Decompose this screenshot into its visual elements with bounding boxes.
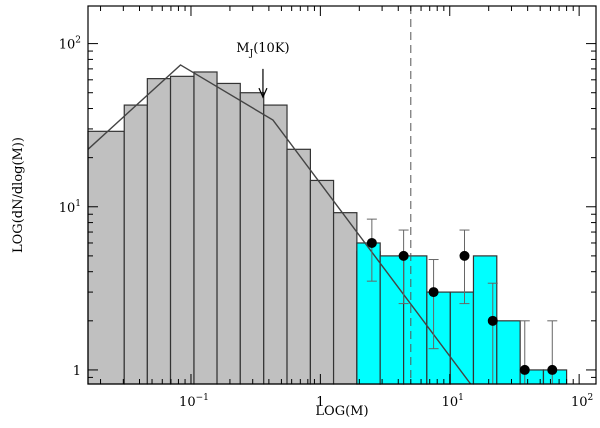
cyan-bar [379, 255, 405, 385]
y-tick-label: 101 [59, 199, 81, 216]
cyan-bar [426, 291, 451, 385]
gray-bar [216, 82, 241, 385]
data-point [547, 364, 558, 375]
plot-frame-group [87, 5, 597, 385]
data-points [366, 218, 558, 384]
gray-bar [87, 130, 125, 385]
annotation-suffix: (10K) [253, 41, 289, 56]
y-axis-label: LOG(dN/dlog(M)) [11, 137, 26, 253]
gray-bar [169, 75, 195, 385]
annotation-main: M [236, 41, 249, 56]
y-tick-label-base: 10 [59, 201, 76, 216]
x-tick-label-exponent: −1 [196, 393, 209, 403]
cyan-bar [356, 242, 381, 385]
x-tick-label-base: 10 [571, 395, 588, 410]
x-tick-label-base: 10 [442, 395, 459, 410]
y-tick-label: 1 [73, 364, 81, 379]
gray-bar [146, 78, 172, 385]
y-tick-label-exponent: 1 [75, 199, 81, 209]
x-tick-label-exponent: 1 [458, 393, 464, 403]
x-axis-label: LOG(M) [315, 404, 368, 419]
y-tick-label-base: 10 [59, 38, 76, 53]
gray-bar [239, 92, 265, 385]
x-tick-label: 101 [442, 393, 464, 410]
data-point [398, 250, 409, 261]
annotation-label: MJ(10K) [236, 41, 289, 59]
annotation-subscript: J [249, 49, 254, 59]
x-tick-label-exponent: 2 [588, 393, 594, 403]
x-tick-label-base: 10 [179, 395, 196, 410]
cyan-bar [449, 291, 475, 385]
data-point [428, 287, 439, 298]
plot-frame [87, 5, 597, 385]
data-point [366, 237, 377, 248]
data-point [459, 250, 470, 261]
cyan-bar [496, 320, 521, 385]
gray-bar [286, 148, 311, 385]
x-tick-label: 1 [316, 395, 324, 410]
x-tick-label: 102 [571, 393, 593, 410]
gray-bar [193, 71, 218, 385]
x-tick-label: 10−1 [179, 393, 209, 410]
y-tick-label-base: 1 [73, 364, 81, 379]
annotation-group: MJ(10K) [236, 41, 290, 99]
gray-bar [123, 104, 148, 385]
gray-bar [332, 212, 358, 385]
y-tick-label: 102 [59, 36, 81, 53]
data-point [487, 315, 498, 326]
cyan-histogram [356, 242, 568, 385]
gray-bar [263, 104, 288, 385]
data-point [519, 364, 530, 375]
y-tick-label-exponent: 2 [75, 36, 81, 46]
x-tick-label-base: 1 [316, 395, 324, 410]
gray-bar [309, 179, 335, 385]
annotation-arrow-head [258, 87, 268, 99]
